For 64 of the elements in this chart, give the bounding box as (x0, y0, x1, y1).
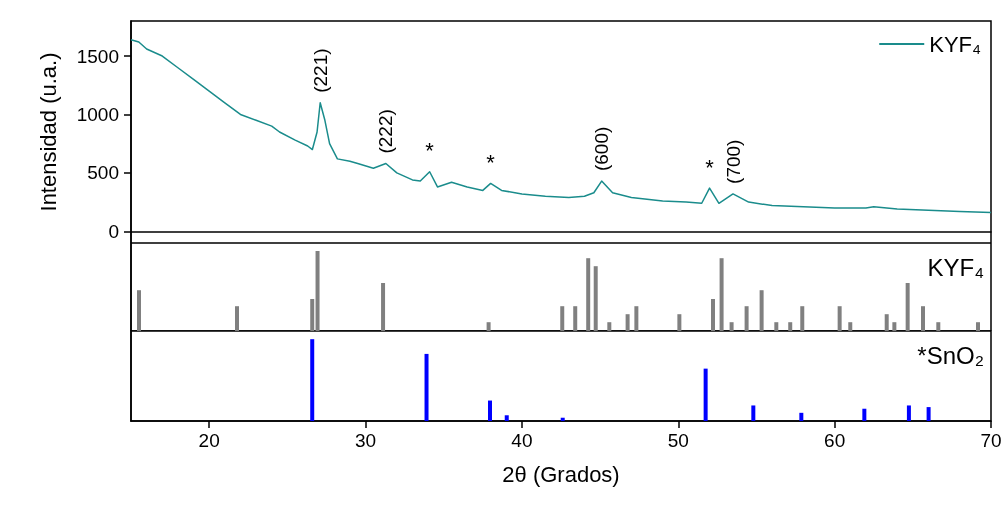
bar (751, 405, 756, 421)
legend-label: KYF₄ (929, 31, 982, 57)
bar (560, 306, 565, 331)
x-axis-title: 2θ (Grados) (502, 461, 620, 487)
bar (703, 368, 708, 421)
bar (488, 400, 493, 421)
y-axis-title: Intensidad (u.a.) (35, 52, 61, 212)
bar (625, 314, 630, 331)
bar (560, 417, 565, 421)
annotation: * (486, 149, 496, 175)
y-tick-label: 500 (87, 162, 119, 184)
x-tick-label: 30 (354, 430, 377, 451)
x-tick-label: 60 (824, 430, 846, 451)
bar (593, 266, 598, 331)
bar (862, 408, 867, 421)
y-tick-label: 0 (108, 220, 119, 242)
y-tick-label: 1500 (76, 45, 119, 67)
bar (634, 306, 639, 331)
annotation: (221) (309, 48, 331, 93)
bar (892, 322, 897, 331)
bar (906, 405, 911, 421)
annotation: (600) (591, 126, 613, 172)
bar (788, 322, 793, 331)
annotation: (700) (722, 139, 744, 184)
bar (677, 314, 682, 331)
bar (315, 251, 320, 331)
bar (905, 283, 910, 331)
bar (710, 299, 715, 331)
bar (719, 258, 724, 331)
bar (926, 407, 931, 421)
series-label: KYF₄ (927, 253, 985, 281)
annotation: (222) (375, 109, 397, 154)
bar (607, 322, 612, 331)
bar (936, 322, 941, 331)
bar (729, 322, 734, 331)
bar (235, 306, 240, 331)
bar (504, 415, 509, 421)
bar (774, 322, 779, 331)
bar (381, 283, 386, 331)
bar (424, 353, 429, 421)
bar (800, 306, 805, 331)
annotation: * (705, 154, 715, 180)
bar (884, 314, 889, 331)
annotation: * (425, 138, 435, 164)
bar (920, 306, 925, 331)
x-tick-label: 50 (667, 430, 689, 451)
bar (848, 322, 853, 331)
bar (573, 306, 578, 331)
bar (799, 412, 804, 421)
bar (136, 290, 141, 331)
line-series (130, 38, 992, 214)
bar (310, 299, 315, 331)
x-tick-label: 70 (980, 430, 1002, 451)
series-label: *SnO₂ (917, 341, 985, 369)
bar (744, 306, 749, 331)
bar (976, 322, 981, 331)
y-tick-label: 1000 (76, 103, 119, 125)
x-tick-label: 20 (198, 430, 220, 451)
bar (486, 322, 491, 331)
bar (759, 290, 764, 331)
bar (586, 258, 591, 331)
bar (837, 306, 842, 331)
x-tick-label: 40 (511, 430, 533, 451)
bar (310, 339, 315, 421)
